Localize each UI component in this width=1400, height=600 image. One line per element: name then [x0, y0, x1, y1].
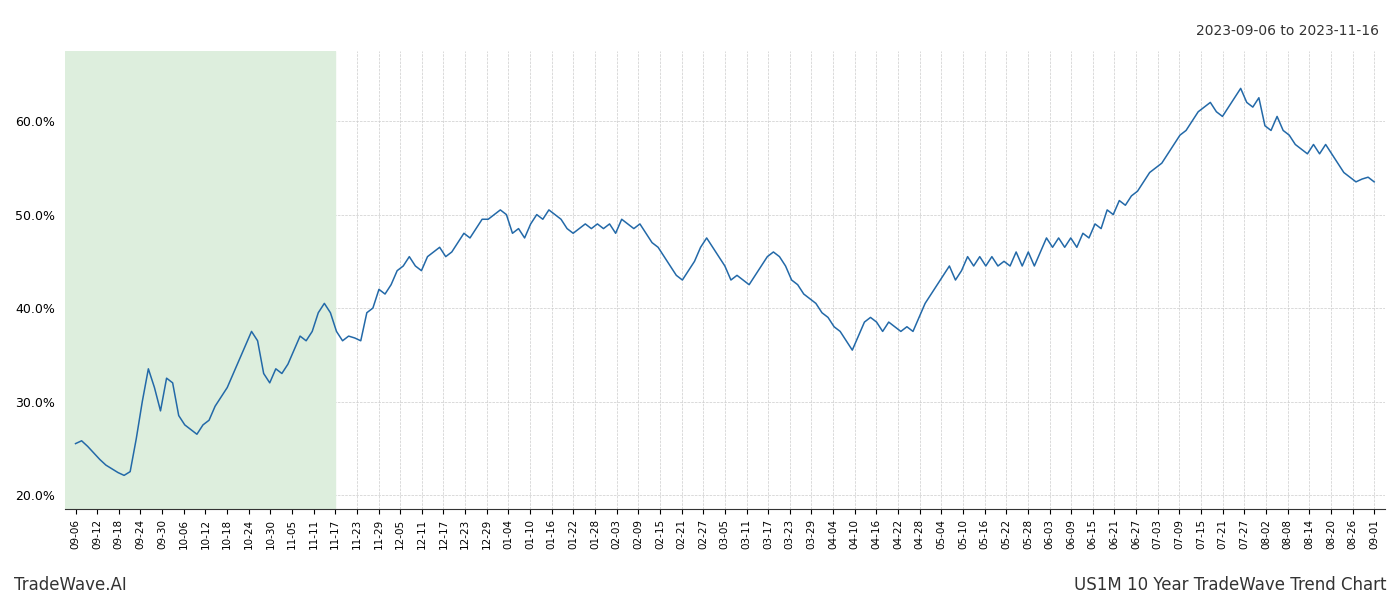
Text: TradeWave.AI: TradeWave.AI	[14, 576, 127, 594]
Bar	[64, 51, 335, 509]
Text: US1M 10 Year TradeWave Trend Chart: US1M 10 Year TradeWave Trend Chart	[1074, 576, 1386, 594]
Text: 2023-09-06 to 2023-11-16: 2023-09-06 to 2023-11-16	[1196, 24, 1379, 38]
